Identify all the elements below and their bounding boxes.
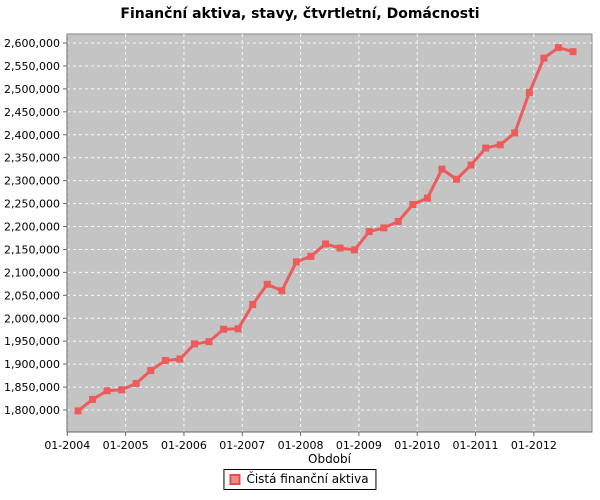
y-axis-tick-label: 2,100,000	[4, 266, 60, 279]
x-axis-tick-label: 01-2007	[219, 439, 265, 452]
y-axis-tick-label: 2,400,000	[4, 129, 60, 142]
data-point-marker	[292, 258, 300, 266]
data-point-marker	[103, 387, 111, 395]
data-point-marker	[190, 340, 198, 348]
data-point-marker	[89, 395, 97, 403]
plot-area	[66, 33, 593, 433]
x-axis-tick-label: 01-2008	[278, 439, 324, 452]
data-point-marker	[74, 407, 82, 415]
x-axis-tick-label: 01-2011	[453, 439, 499, 452]
y-axis-tick-label: 1,900,000	[4, 358, 60, 371]
data-point-marker	[278, 287, 286, 295]
data-point-marker	[511, 129, 519, 137]
data-point-marker	[467, 161, 475, 169]
data-point-marker	[118, 386, 126, 394]
data-point-marker	[220, 325, 228, 333]
y-axis-tick-label: 2,600,000	[4, 37, 60, 50]
y-axis-tick-label: 2,300,000	[4, 175, 60, 188]
data-point-marker	[569, 48, 577, 56]
data-point-marker	[132, 379, 140, 387]
y-axis-tick-label: 2,350,000	[4, 152, 60, 165]
data-point-marker	[525, 89, 533, 97]
data-point-marker	[438, 165, 446, 173]
chart-plot: 1,800,000 1,850,000 1,900,000 1,950,000 2,00…	[4, 33, 593, 466]
data-point-marker	[409, 200, 417, 208]
data-point-marker	[423, 194, 431, 202]
data-point-marker	[380, 224, 388, 232]
y-axis-tick-label: 2,450,000	[4, 106, 60, 119]
legend: Čistá finanční aktiva	[223, 469, 377, 490]
data-point-marker	[249, 300, 257, 308]
data-point-marker	[496, 141, 504, 149]
y-axis-tick-label: 1,950,000	[4, 335, 60, 348]
x-axis-title: Období	[308, 452, 352, 466]
data-point-marker	[263, 280, 271, 288]
x-axis-tick-label: 01-2009	[336, 439, 382, 452]
y-axis-tick-label: 2,000,000	[4, 312, 60, 325]
x-axis-tick-label: 01-2006	[161, 439, 207, 452]
data-point-marker	[322, 240, 330, 248]
x-axis-tick-label: 01-2010	[394, 439, 440, 452]
x-axis-tick-label: 01-2012	[511, 439, 557, 452]
data-point-marker	[365, 228, 373, 236]
y-axis-tick-label: 2,550,000	[4, 60, 60, 73]
data-point-marker	[161, 356, 169, 364]
data-point-marker	[234, 325, 242, 333]
y-axis-tick-label: 1,850,000	[4, 381, 60, 394]
data-point-marker	[176, 355, 184, 363]
data-point-marker	[336, 244, 344, 252]
data-point-marker	[554, 44, 562, 52]
y-axis-tick-label: 2,050,000	[4, 289, 60, 302]
data-point-marker	[351, 246, 359, 254]
x-axis-tick-label: 01-2004	[44, 439, 90, 452]
data-point-marker	[453, 175, 461, 183]
legend-series-label: Čistá finanční aktiva	[246, 472, 369, 486]
y-axis-tick-label: 2,200,000	[4, 221, 60, 234]
y-axis-tick-label: 2,150,000	[4, 243, 60, 256]
data-point-marker	[540, 54, 548, 62]
data-point-marker	[307, 252, 315, 260]
data-point-marker	[205, 338, 213, 346]
y-axis-tick-label: 1,800,000	[4, 404, 60, 417]
data-point-marker	[147, 367, 155, 375]
chart-title: Finanční aktiva, stavy, čtvrtletní, Domá…	[120, 6, 480, 22]
y-axis-tick-label: 2,250,000	[4, 198, 60, 211]
data-point-marker	[394, 217, 402, 225]
data-point-marker	[482, 144, 490, 152]
legend-series-swatch-icon	[229, 473, 241, 485]
x-axis-tick-label: 01-2005	[103, 439, 149, 452]
y-axis-tick-label: 2,500,000	[4, 83, 60, 96]
